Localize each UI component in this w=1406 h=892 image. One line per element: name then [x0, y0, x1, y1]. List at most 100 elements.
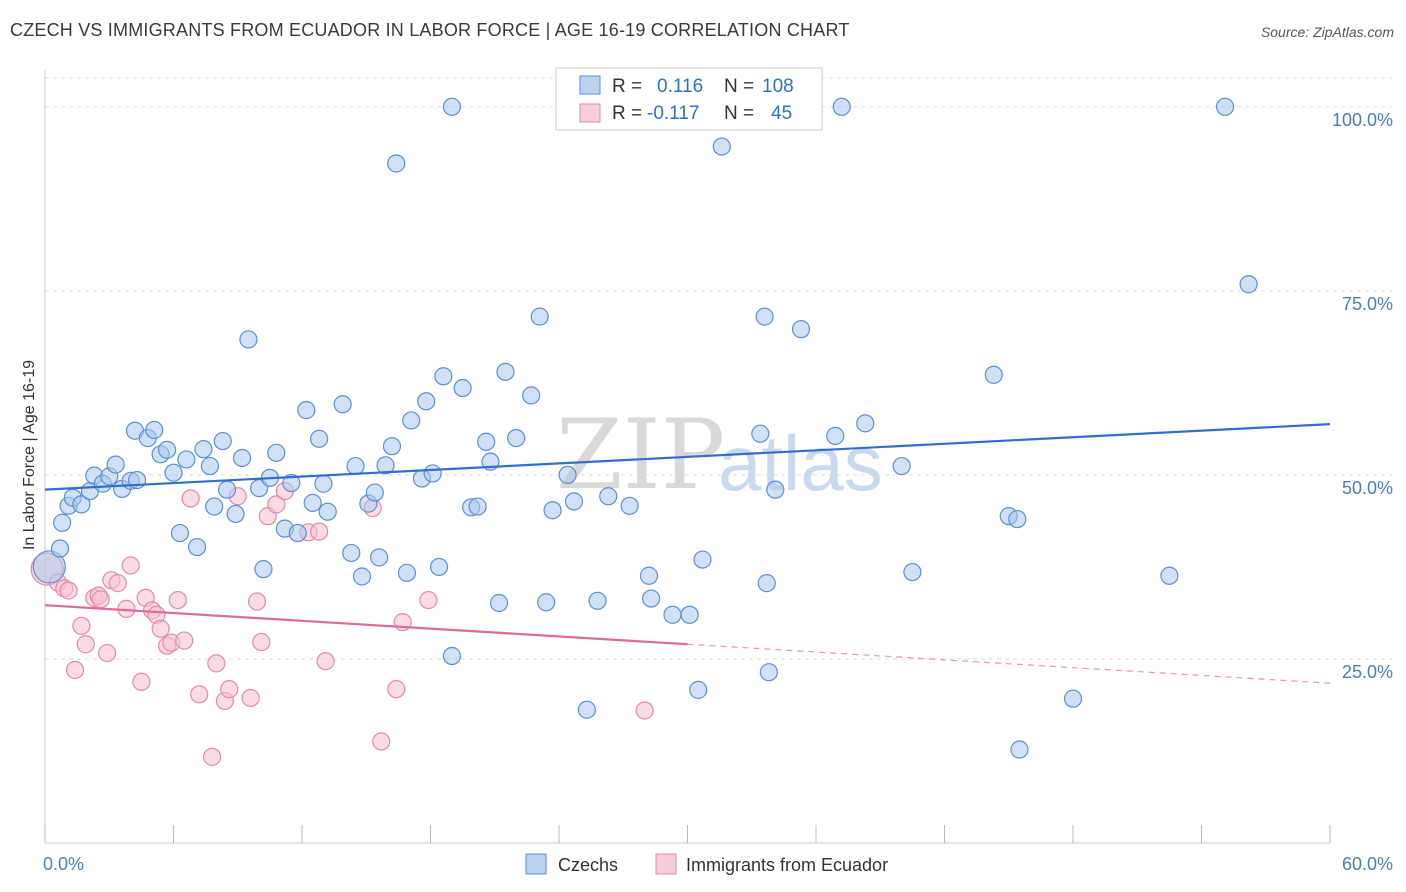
czech-point	[314, 474, 333, 493]
czech-point	[267, 443, 286, 462]
czech-point	[417, 392, 436, 411]
stats-r-label-czech: R =	[612, 76, 642, 97]
czech-point	[639, 566, 659, 585]
trend-line-ecuador-extension	[687, 643, 1331, 684]
y-tick-label: 25.0%	[1342, 662, 1393, 682]
czech-point	[232, 448, 252, 468]
ecuador-point	[132, 672, 151, 691]
ecuador-point	[168, 590, 187, 610]
stats-n-value-ecuador: 45	[771, 103, 792, 124]
ecuador-point	[310, 522, 329, 541]
czech-point	[489, 593, 509, 613]
czech-point	[226, 504, 245, 524]
czech-point	[402, 411, 421, 430]
czech-point	[213, 431, 232, 451]
czech-point	[177, 450, 196, 469]
czech-point	[352, 567, 372, 586]
ecuador-point	[59, 581, 78, 600]
trend-line-czech	[44, 423, 1331, 491]
czech-point	[442, 646, 462, 666]
czech-point	[297, 401, 316, 420]
ecuador-point	[121, 556, 140, 575]
stats-legend-box: R = 0.116 N = 108 R = -0.117 N = 45	[555, 67, 823, 131]
czech-point	[346, 456, 365, 476]
legend-swatch-czech	[525, 853, 547, 875]
watermark-atlas: atlas	[718, 419, 883, 507]
czech-point	[892, 456, 911, 476]
stats-r-value-ecuador: -0.117	[647, 103, 699, 124]
czech-point	[543, 501, 562, 520]
czech-point	[757, 574, 776, 593]
czech-point	[376, 456, 395, 475]
czech-point	[157, 440, 177, 459]
ecuador-point	[247, 592, 267, 611]
ecuador-point	[207, 654, 226, 673]
ecuador-point	[108, 574, 127, 593]
ecuador-point	[98, 643, 117, 663]
czech-point	[434, 367, 453, 386]
ecuador-point	[151, 619, 170, 638]
czech-point	[170, 523, 190, 543]
ecuador-point	[181, 489, 200, 508]
ecuador-point	[175, 631, 194, 650]
czech-point	[530, 307, 549, 326]
stats-r-value-czech: 0.116	[657, 76, 703, 97]
series-czech-points	[32, 97, 1258, 759]
y-tick-labels: 25.0% 50.0% 75.0% 100.0%	[1332, 110, 1393, 682]
ecuador-point	[267, 495, 286, 514]
watermark: ZIP atlas	[556, 399, 883, 511]
ecuador-point	[190, 685, 209, 704]
ecuador-point	[419, 590, 438, 610]
czech-point	[755, 307, 774, 326]
czech-point	[288, 523, 307, 543]
czech-point	[442, 97, 462, 116]
x-tick-label-min: 0.0%	[43, 854, 84, 874]
czech-point	[1010, 740, 1029, 759]
ecuador-point	[220, 680, 239, 699]
trend-lines	[44, 423, 1331, 684]
czech-point	[680, 605, 699, 624]
trend-line-ecuador	[44, 604, 688, 646]
czech-point	[194, 440, 213, 459]
chart-title: CZECH VS IMMIGRANTS FROM ECUADOR IN LABO…	[10, 20, 850, 40]
czech-point	[564, 492, 584, 511]
czech-point	[282, 473, 301, 493]
ecuador-point	[76, 635, 95, 654]
ecuador-point	[91, 590, 110, 609]
y-tick-label: 100.0%	[1332, 110, 1393, 130]
axes	[44, 70, 1331, 844]
x-tick-label-max: 60.0%	[1342, 854, 1393, 874]
czech-point	[239, 330, 258, 349]
legend-label-ecuador: Immigrants from Ecuador	[686, 855, 888, 875]
stats-n-label-czech: N =	[724, 76, 754, 97]
czech-point	[318, 502, 337, 521]
ecuador-point	[252, 632, 271, 652]
czech-point	[689, 680, 708, 699]
czech-point	[382, 437, 402, 456]
czech-point	[1160, 566, 1179, 585]
czech-point	[333, 395, 352, 414]
czech-point	[599, 487, 618, 506]
czech-point	[205, 497, 224, 516]
czech-point	[342, 543, 361, 563]
grid-lines	[45, 77, 1392, 660]
czech-point	[397, 563, 417, 582]
ecuador-point	[635, 701, 654, 720]
czech-point	[254, 560, 273, 579]
czech-point	[712, 137, 731, 156]
czech-point	[984, 365, 1003, 384]
czech-point	[477, 432, 496, 451]
y-axis-label: In Labor Force | Age 16-19	[21, 360, 38, 550]
czech-point	[50, 539, 70, 558]
czech-point	[577, 700, 596, 719]
czech-point	[693, 550, 712, 569]
czech-point	[759, 663, 778, 682]
czech-point	[370, 548, 389, 567]
czech-point	[766, 480, 785, 499]
x-tick-labels: 0.0% 60.0%	[43, 854, 1393, 874]
czech-point	[620, 496, 639, 515]
stats-swatch-czech	[579, 75, 601, 95]
legend-label-czech: Czechs	[558, 855, 618, 875]
czech-point	[663, 605, 682, 624]
